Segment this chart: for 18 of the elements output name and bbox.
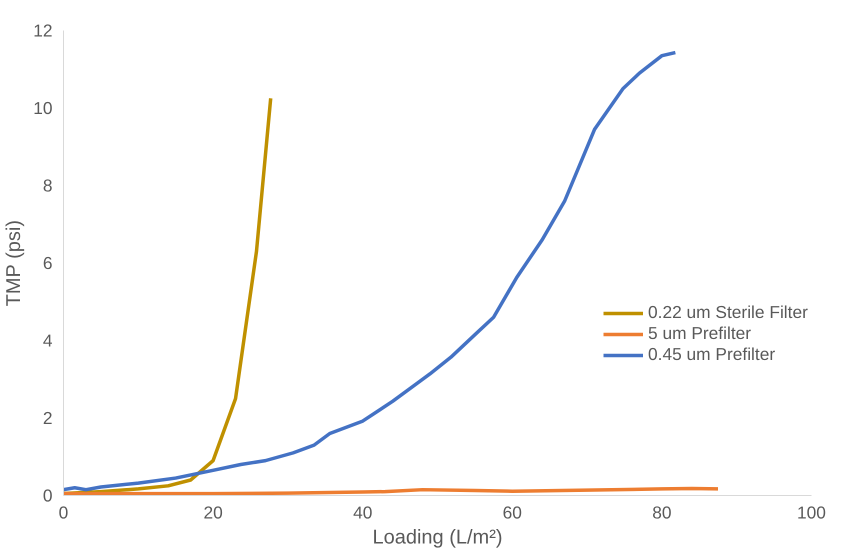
x-tick-label: 60 [502, 502, 522, 522]
legend-label: 0.22 um Sterile Filter [648, 302, 808, 323]
y-axis-title: TMP (psi) [3, 220, 26, 306]
y-tick-label: 8 [42, 176, 53, 196]
y-tick-label: 2 [42, 408, 53, 428]
x-axis-title: Loading (L/m²) [372, 526, 503, 548]
y-tick-label: 0 [42, 486, 53, 506]
x-tick-label: 80 [652, 502, 672, 522]
x-tick-label: 20 [203, 502, 223, 522]
x-tick-label: 0 [58, 502, 68, 522]
x-tick-label: 40 [353, 502, 372, 522]
y-tick-label: 12 [33, 20, 53, 40]
x-tick-label: 100 [797, 502, 826, 522]
legend-label: 5 um Prefilter [648, 323, 752, 344]
legend-label: 0.45 um Prefilter [648, 344, 776, 365]
y-tick-label: 10 [33, 98, 53, 118]
y-tick-label: 6 [42, 253, 53, 273]
y-tick-label: 4 [42, 330, 53, 350]
